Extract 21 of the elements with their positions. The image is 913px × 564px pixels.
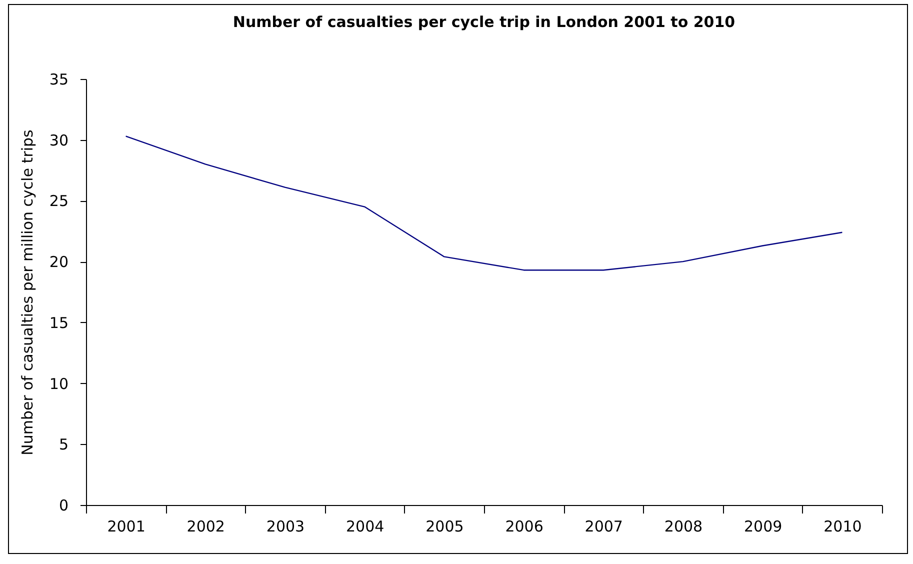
x-tick-label: 2004 [346,518,384,536]
y-tick-label: 20 [49,253,68,272]
y-tick-label: 5 [58,436,68,454]
y-tick-label: 35 [49,70,68,88]
y-axis-title: Number of casualties per million cycle trips [18,129,36,456]
y-tick-label: 25 [49,192,68,210]
x-tick-label: 2005 [426,518,464,536]
x-tick-label: 2009 [744,518,782,536]
x-tick-label: 2008 [664,518,703,536]
y-tick-label: 0 [58,496,68,514]
x-tick-label: 2002 [186,518,225,536]
x-tick-label: 2003 [266,518,305,536]
x-tick-label: 2007 [584,518,623,536]
x-tick-label: 2001 [107,518,146,536]
y-tick-label: 15 [49,314,68,332]
chart-title: Number of casualties per cycle trip in London 2001 to 2010 [232,13,736,31]
y-tick-label: 10 [49,374,68,393]
x-tick-label: 2006 [505,518,544,536]
x-tick-label: 2010 [824,518,862,536]
y-tick-label: 30 [49,131,68,150]
line-series [125,136,843,271]
